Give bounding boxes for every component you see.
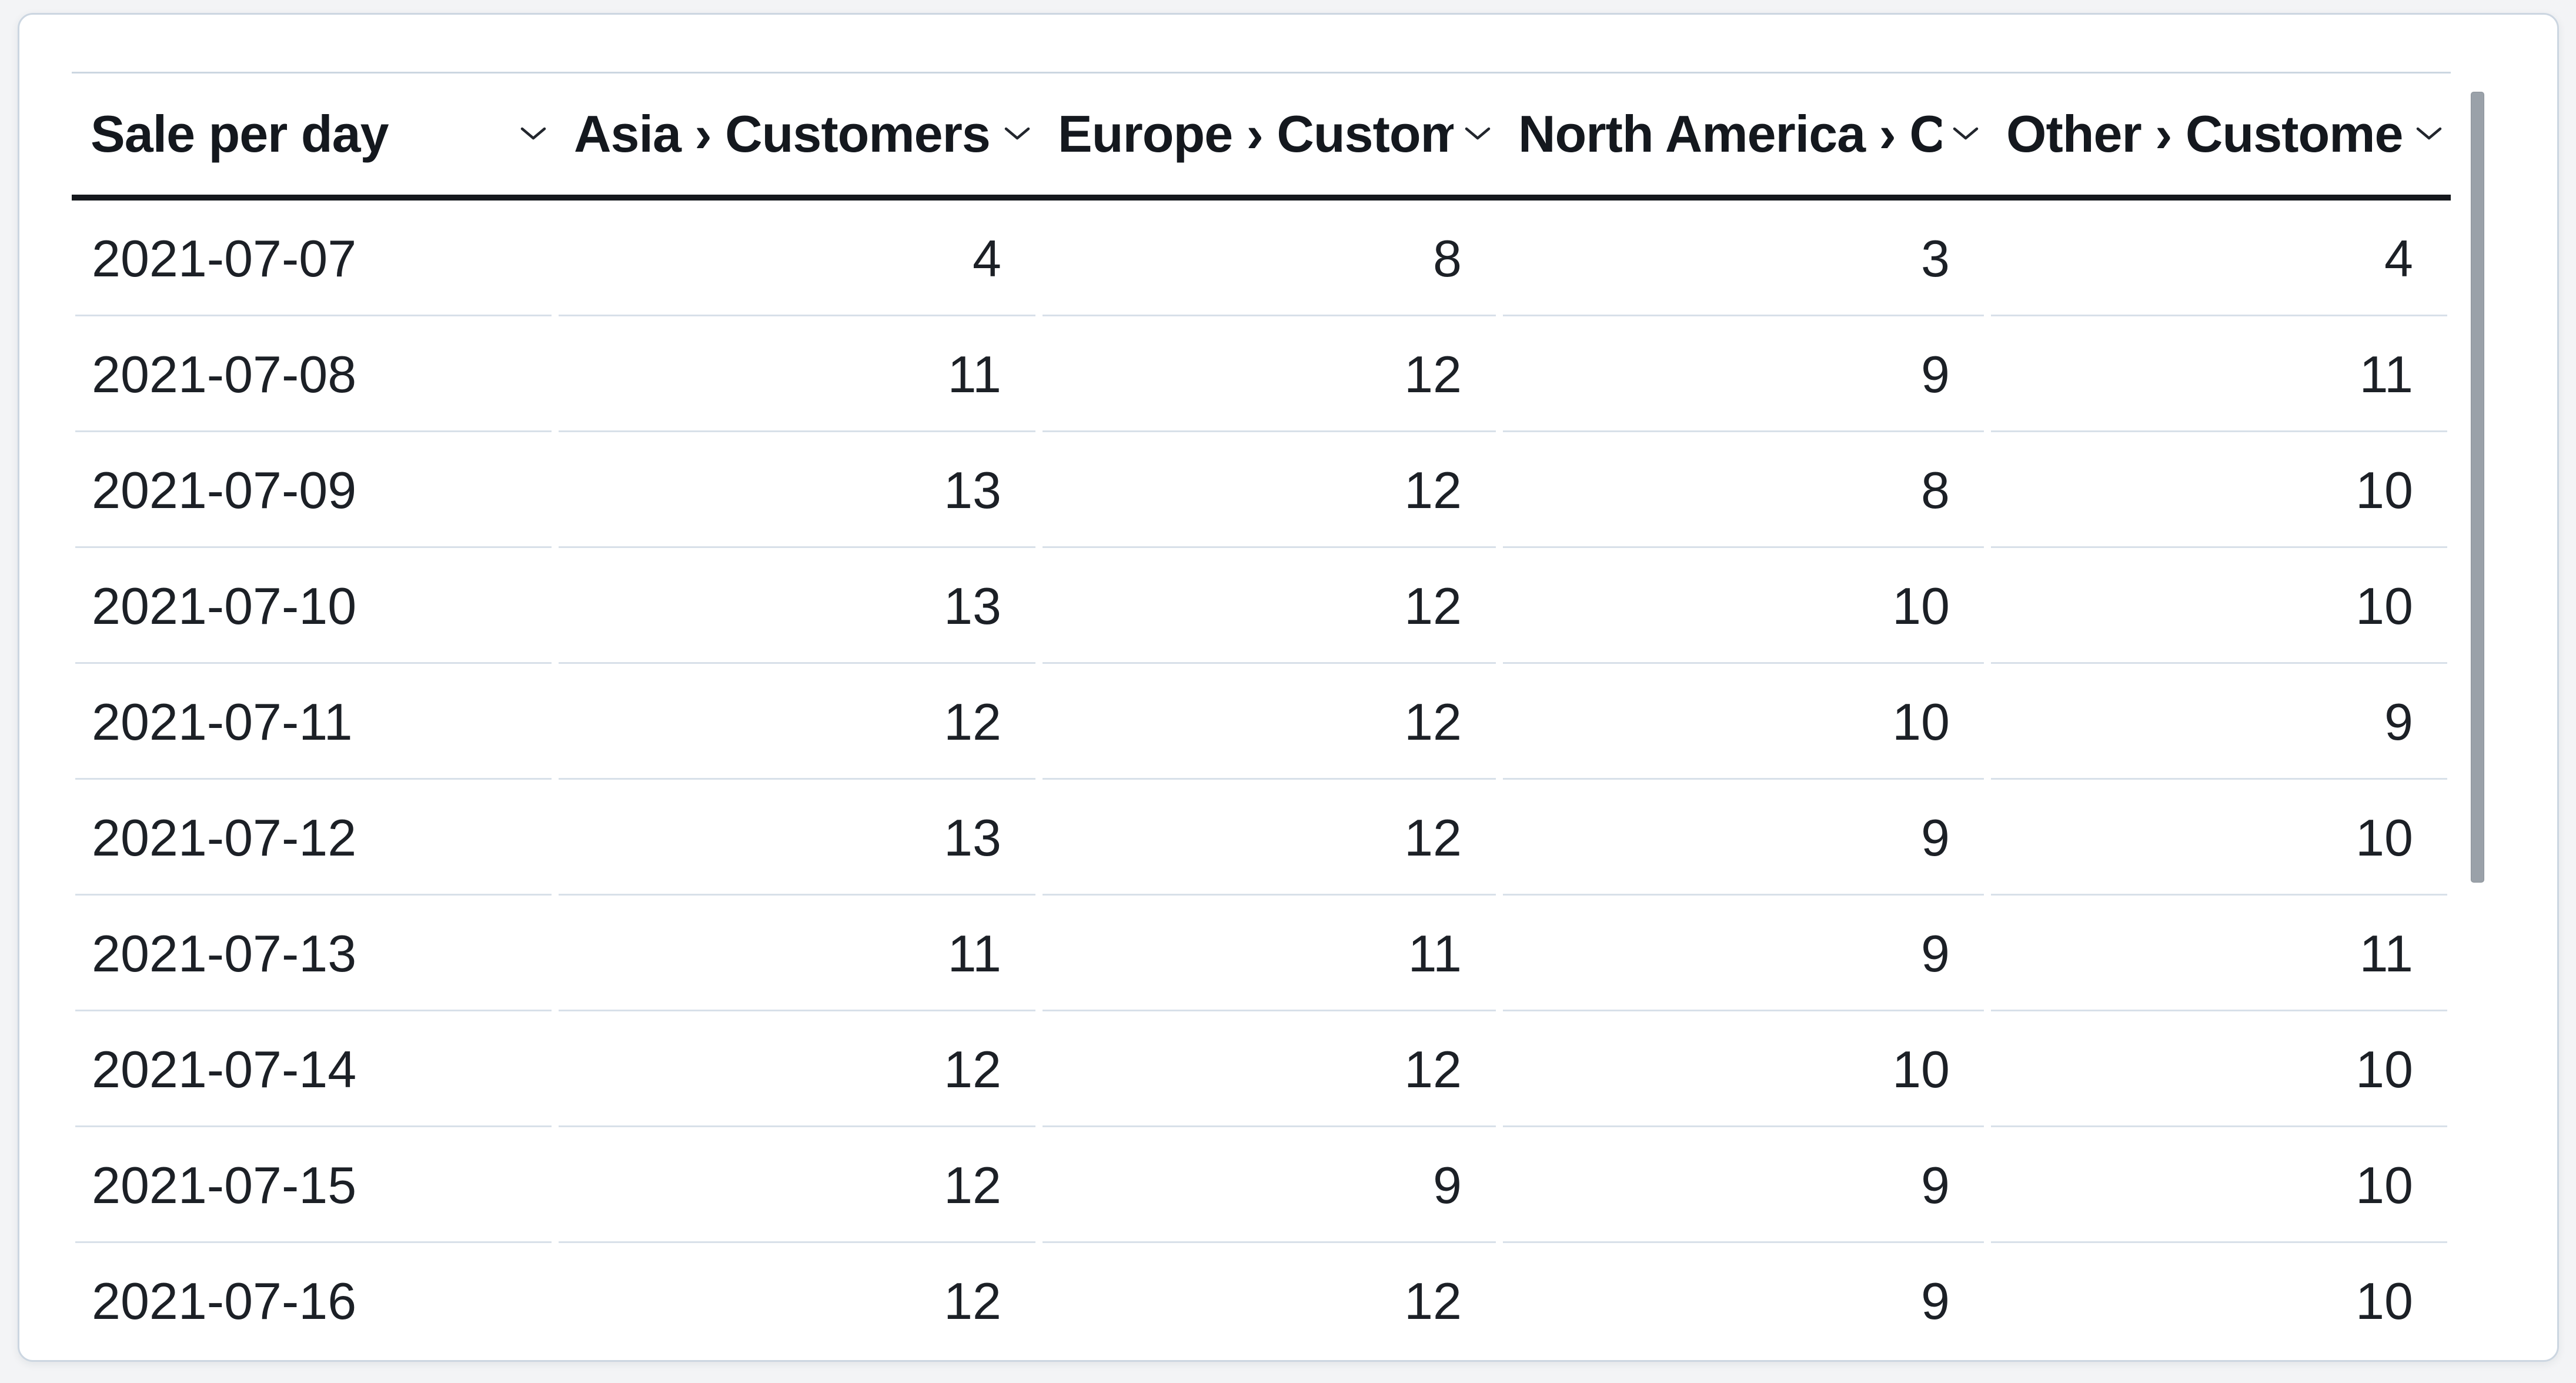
- value-cell: 3: [1499, 201, 1987, 316]
- column-header-north-america-customers[interactable]: North America › Customers: [1499, 74, 1987, 195]
- value-cell: 4: [1987, 201, 2451, 316]
- table-row: 2021-07-13 11 11 9 11: [72, 896, 2451, 1011]
- value-cell: 12: [1039, 780, 1499, 896]
- table-row: 2021-07-12 13 12 9 10: [72, 780, 2451, 896]
- value-cell: 11: [555, 316, 1039, 432]
- value-cell: 11: [555, 896, 1039, 1011]
- table-header-row: Sale per day Asia › Customers Europe › C…: [72, 72, 2451, 201]
- date-cell: 2021-07-07: [72, 201, 555, 316]
- column-header-other-customers[interactable]: Other › Customers: [1987, 74, 2451, 195]
- table-body: 2021-07-07 4 8 3 4 2021-07-08 11 12 9 11…: [72, 201, 2451, 1359]
- table-row: 2021-07-08 11 12 9 11: [72, 316, 2451, 432]
- value-cell: 9: [1499, 896, 1987, 1011]
- value-cell: 12: [555, 664, 1039, 780]
- table-row: 2021-07-07 4 8 3 4: [72, 201, 2451, 316]
- column-header-asia-customers[interactable]: Asia › Customers: [555, 74, 1039, 195]
- column-header-label: Asia › Customers: [574, 105, 991, 163]
- table-row: 2021-07-15 12 9 9 10: [72, 1127, 2451, 1243]
- date-cell: 2021-07-11: [72, 664, 555, 780]
- date-cell: 2021-07-13: [72, 896, 555, 1011]
- value-cell: 4: [555, 201, 1039, 316]
- chevron-down-icon[interactable]: [2415, 126, 2443, 142]
- value-cell: 13: [555, 432, 1039, 548]
- value-cell: 8: [1499, 432, 1987, 548]
- vertical-scrollbar-thumb[interactable]: [2471, 92, 2484, 883]
- value-cell: 12: [555, 1127, 1039, 1243]
- value-cell: 9: [1499, 316, 1987, 432]
- column-header-label: Sale per day: [91, 105, 389, 163]
- value-cell: 12: [1039, 1011, 1499, 1127]
- column-header-sale-per-day[interactable]: Sale per day: [72, 74, 555, 195]
- value-cell: 10: [1499, 1011, 1987, 1127]
- date-cell: 2021-07-14: [72, 1011, 555, 1127]
- value-cell: 11: [1039, 896, 1499, 1011]
- sales-table: Sale per day Asia › Customers Europe › C…: [72, 72, 2451, 1359]
- value-cell: 9: [1039, 1127, 1499, 1243]
- table-row: 2021-07-16 12 12 9 10: [72, 1243, 2451, 1359]
- value-cell: 10: [1987, 1011, 2451, 1127]
- value-cell: 10: [1987, 548, 2451, 664]
- value-cell: 12: [944, 1271, 1001, 1330]
- date-cell: 2021-07-10: [72, 548, 555, 664]
- value-cell: 12: [1039, 664, 1499, 780]
- value-cell: 13: [555, 780, 1039, 896]
- value-cell: 8: [1039, 201, 1499, 316]
- value-cell: 10: [1987, 780, 2451, 896]
- value-cell: 9: [1921, 1271, 1950, 1330]
- value-cell: 12: [1404, 1271, 1462, 1330]
- column-header-label: Other › Customers: [2006, 105, 2405, 163]
- table-row: 2021-07-10 13 12 10 10: [72, 548, 2451, 664]
- chevron-down-icon[interactable]: [1004, 126, 1031, 142]
- column-header-label: North America › Customers: [1518, 105, 1942, 163]
- table-row: 2021-07-11 12 12 10 9: [72, 664, 2451, 780]
- date-cell: 2021-07-12: [72, 780, 555, 896]
- value-cell: 10: [2356, 1271, 2413, 1330]
- value-cell: 12: [1039, 432, 1499, 548]
- value-cell: 10: [1499, 664, 1987, 780]
- date-cell: 2021-07-16: [92, 1271, 357, 1330]
- chevron-down-icon[interactable]: [520, 126, 547, 142]
- date-cell: 2021-07-08: [72, 316, 555, 432]
- value-cell: 11: [1987, 316, 2451, 432]
- value-cell: 9: [1499, 780, 1987, 896]
- date-cell: 2021-07-15: [72, 1127, 555, 1243]
- date-cell: 2021-07-09: [72, 432, 555, 548]
- value-cell: 12: [1039, 548, 1499, 664]
- value-cell: 10: [1499, 548, 1987, 664]
- value-cell: 10: [1987, 432, 2451, 548]
- column-header-europe-customers[interactable]: Europe › Customers: [1039, 74, 1499, 195]
- value-cell: 11: [1987, 896, 2451, 1011]
- value-cell: 13: [555, 548, 1039, 664]
- value-cell: 12: [555, 1011, 1039, 1127]
- value-cell: 9: [1987, 664, 2451, 780]
- table-row: 2021-07-09 13 12 8 10: [72, 432, 2451, 548]
- value-cell: 9: [1499, 1127, 1987, 1243]
- table-row: 2021-07-14 12 12 10 10: [72, 1011, 2451, 1127]
- chevron-down-icon[interactable]: [1464, 126, 1491, 142]
- table-card: Sale per day Asia › Customers Europe › C…: [18, 13, 2559, 1362]
- value-cell: 10: [1987, 1127, 2451, 1243]
- column-header-label: Europe › Customers: [1058, 105, 1454, 163]
- value-cell: 12: [1039, 316, 1499, 432]
- chevron-down-icon[interactable]: [1952, 126, 1979, 142]
